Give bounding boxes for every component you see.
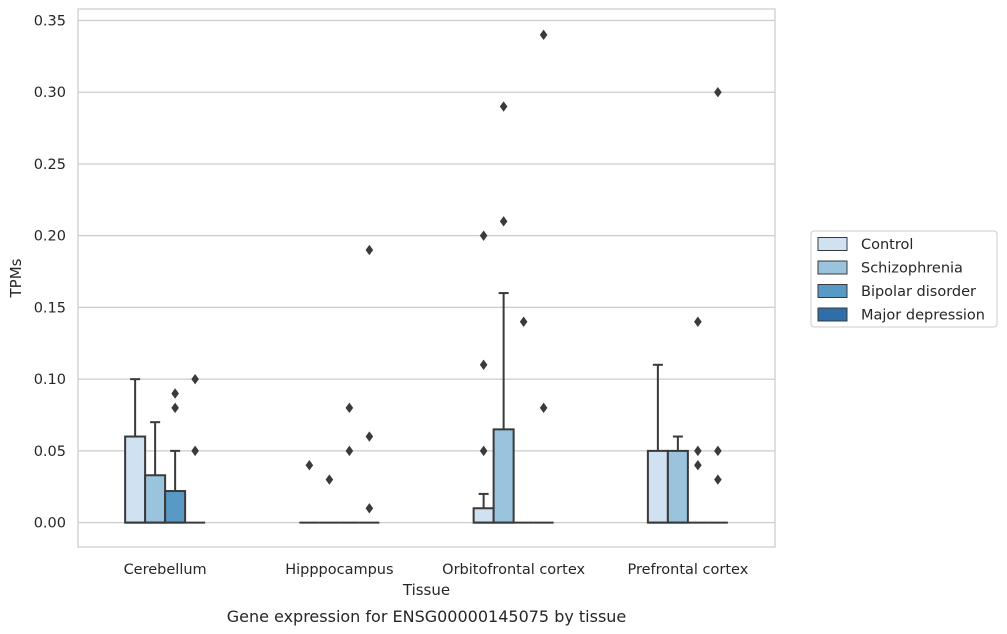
outlier-point [519,316,528,327]
box-body [164,490,187,524]
plot-marks [124,29,728,524]
outlier-point [365,431,374,442]
box-schizophrenia [666,435,689,524]
box-major-depression [185,373,206,524]
legend-swatch [817,237,848,251]
box-schizophrenia [144,421,167,524]
outlier-point [345,445,354,457]
legend-frame [810,230,998,328]
outlier-point [694,316,702,327]
legend: Control Schizophrenia Bipolar disorder Majo… [810,230,998,328]
box-control [646,363,669,524]
x-tick-label: Hipppocampus [285,562,393,578]
x-axis-label: Tissue [402,581,450,599]
box-schizophrenia [492,101,515,524]
box-bipolar-disorder [164,388,187,524]
y-tick-label: 0.35 [34,13,66,29]
outlier-point [714,474,722,485]
y-tick-label: 0.15 [34,300,66,316]
outlier-point [171,388,179,399]
box-major-depression [533,29,554,524]
box-control [472,230,495,524]
box-body [472,507,495,524]
box-bipolar-disorder [687,316,708,524]
chart-caption: Gene expression for ENSG00000145075 by t… [227,607,627,626]
outlier-point [499,101,508,112]
legend-label: Bipolar disorder [861,284,976,300]
outlier-point [479,359,488,370]
outlier-point [365,244,374,256]
outlier-point [479,230,488,241]
outlier-point [191,445,199,457]
outlier-point [539,29,548,41]
outlier-point [539,402,548,414]
outlier-point [191,373,199,385]
outlier-point [479,445,488,457]
x-tick-label: Cerebellum [124,562,207,578]
outlier-point [305,460,314,471]
box-major-depression [707,87,728,524]
outlier-point [714,87,722,98]
y-tick-label: 0.20 [34,229,66,245]
legend-swatch [817,260,848,275]
y-tick-label: 0.30 [34,85,66,101]
outlier-point [694,460,702,471]
box-body [646,449,669,524]
outlier-point [499,216,508,227]
y-tick-label: 0.05 [34,444,66,460]
outlier-point [345,402,354,414]
outlier-point [694,445,702,457]
legend-label: Schizophrenia [861,261,963,277]
box-bipolar-disorder [339,402,360,524]
outlier-point [171,402,179,414]
legend-label: Major depression [861,308,985,324]
outlier-point [365,503,374,514]
x-tick-label: Prefrontal cortex [627,562,748,578]
y-axis-label: TPMs [7,258,25,298]
box-bipolar-disorder [513,316,534,524]
plot-frame [77,8,776,548]
x-tick-label: Orbitofrontal cortex [442,562,585,578]
box-body [492,428,515,524]
box-control [299,460,320,524]
gridlines [78,19,775,524]
box-control [124,378,147,524]
outlier-point [714,445,722,457]
box-schizophrenia [319,474,340,524]
y-tick-label: 0.00 [34,516,66,532]
y-tick-labels: 0.00 0.05 0.10 0.15 0.20 0.25 0.30 0.35 [34,13,66,531]
x-tick-labels: Cerebellum Hipppocampus Orbitofrontal cort… [124,562,749,578]
outlier-point [325,474,334,485]
box-major-depression [359,244,380,524]
box-body [666,449,689,524]
y-tick-label: 0.25 [34,157,66,173]
y-tick-label: 0.10 [34,372,66,388]
box-body [124,435,147,524]
legend-label: Control [861,237,913,253]
legend-swatch [817,284,848,298]
legend-swatch [817,307,848,322]
box-body [144,474,167,524]
